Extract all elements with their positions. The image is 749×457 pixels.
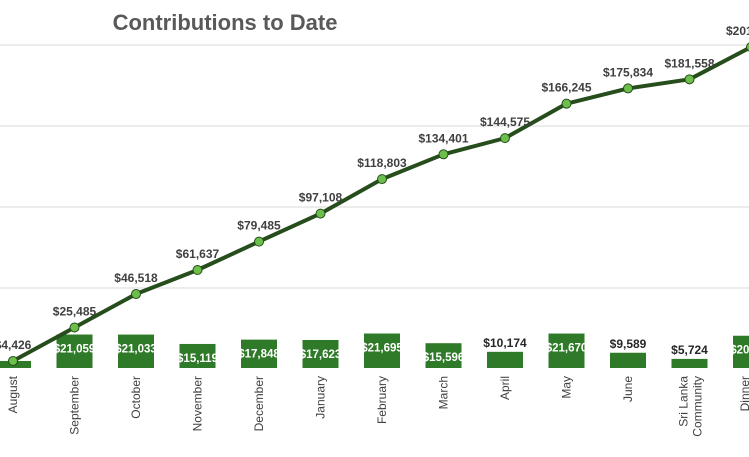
tick-label-8: April <box>498 376 512 400</box>
bar-label-2: $21,033 <box>115 344 157 356</box>
bar-data-labels: $21,059 $21,033 $15,119 $17,848 $17,623 $21,6… <box>54 336 749 365</box>
line-label-0: $4,426 <box>0 338 32 352</box>
line-point-6 <box>377 174 387 185</box>
line-point-12 <box>746 42 749 52</box>
line-point-9 <box>561 98 572 109</box>
tick-label-12: Dinnerdance <box>738 376 749 412</box>
bar-7 <box>425 343 462 368</box>
line-label-9: $166,245 <box>541 81 591 95</box>
bar-12 <box>733 335 749 368</box>
line-label-6: $118,803 <box>357 156 407 170</box>
bar-label-1: $21,059 <box>54 344 96 356</box>
line-point-10 <box>623 83 633 94</box>
tick-label-0: August <box>6 375 20 413</box>
line-label-2: $46,518 <box>114 271 158 285</box>
bar-label-9: $21,670 <box>546 343 588 355</box>
line-point-8 <box>500 133 510 144</box>
bar-2 <box>118 334 154 368</box>
tick-label-5: January <box>314 376 328 419</box>
bar-9 <box>548 333 585 368</box>
line-label-3: $61,637 <box>176 247 220 261</box>
line-label-5: $97,108 <box>299 191 343 205</box>
bar-6 <box>364 333 400 368</box>
bar-8 <box>487 351 523 368</box>
line-label-12: $201,842 <box>726 24 749 38</box>
cumulative-line <box>12 45 749 363</box>
tick-label-7: March <box>437 376 451 409</box>
bar-1 <box>56 334 93 368</box>
line-series <box>8 42 749 366</box>
bar-label-10: $9,589 <box>610 337 647 351</box>
tick-label-6: February <box>375 376 389 424</box>
line-label-11: $181,558 <box>664 56 714 70</box>
line-label-1: $25,485 <box>53 304 97 318</box>
bar-10 <box>610 352 646 368</box>
line-point-7 <box>438 149 449 160</box>
tick-label-10: June <box>621 376 635 402</box>
bar-3 <box>179 343 216 368</box>
bar-label-8: $10,174 <box>483 336 527 350</box>
bar-4 <box>241 339 277 368</box>
bar-label-4: $17,848 <box>238 349 280 361</box>
x-axis-tick-labels: August September October November December Ja… <box>6 375 749 436</box>
gridlines <box>0 44 749 289</box>
line-point-4 <box>254 236 264 247</box>
bar-label-11: $5,724 <box>671 343 708 357</box>
line-point-0 <box>8 355 18 366</box>
line-point-5 <box>315 208 326 219</box>
chart-title: Contributions to Date <box>113 10 338 35</box>
bar-label-5: $17,623 <box>300 349 342 361</box>
tick-label-2: October <box>129 376 143 419</box>
bar-label-6: $21,695 <box>361 343 403 355</box>
tick-label-3: November <box>191 376 205 431</box>
line-point-2 <box>131 289 141 300</box>
line-point-11 <box>684 74 695 85</box>
bar-series <box>0 333 749 368</box>
bar-label-7: $15,596 <box>423 352 465 364</box>
bar-label-3: $15,119 <box>177 353 218 365</box>
tick-label-4: December <box>252 376 266 431</box>
tick-label-1: September <box>68 376 82 435</box>
line-point-3 <box>192 264 203 275</box>
line-label-4: $79,485 <box>237 219 281 233</box>
line-label-10: $175,834 <box>603 65 653 79</box>
line-label-7: $134,401 <box>418 131 468 145</box>
bar-label-12: $20,284 <box>730 345 749 357</box>
tick-label-9: May <box>560 376 574 399</box>
line-point-1 <box>69 322 80 333</box>
tick-label-11: Sri LankaCommunity <box>677 376 705 437</box>
bar-11 <box>671 358 708 368</box>
line-label-8: $144,575 <box>480 115 530 129</box>
line-data-labels: $4,426 $25,485 $46,518 $61,637 $79,485 $97,10… <box>0 24 749 352</box>
bar-5 <box>302 339 339 368</box>
